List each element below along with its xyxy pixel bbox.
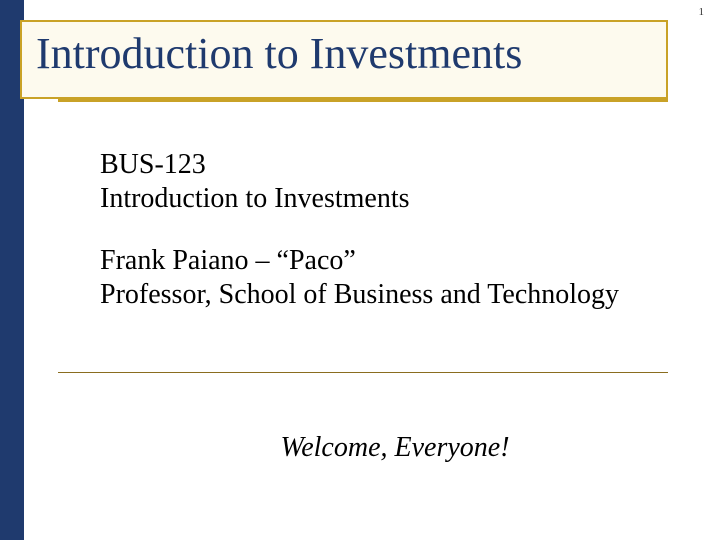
course-code: BUS-123 xyxy=(100,148,690,182)
instructor-title: Professor, School of Business and Techno… xyxy=(100,278,690,312)
page-number: 1 xyxy=(699,6,705,18)
instructor-info: Frank Paiano – “Paco” Professor, School … xyxy=(100,244,690,312)
welcome-message: Welcome, Everyone! xyxy=(0,432,720,464)
course-name: Introduction to Investments xyxy=(100,182,690,216)
title-underline xyxy=(58,99,668,102)
divider-rule xyxy=(58,372,668,373)
course-info: BUS-123 Introduction to Investments xyxy=(100,148,690,216)
slide-title: Introduction to Investments xyxy=(36,32,522,76)
body-content: BUS-123 Introduction to Investments Fran… xyxy=(100,148,690,313)
instructor-name: Frank Paiano – “Paco” xyxy=(100,244,690,278)
